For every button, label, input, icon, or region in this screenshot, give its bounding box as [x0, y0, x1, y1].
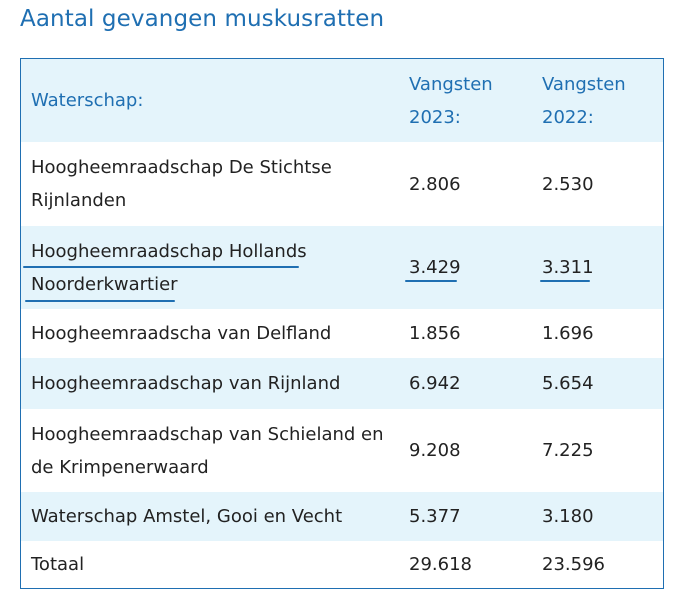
total-2022-cell: 23.596	[542, 554, 605, 575]
table-row: Waterschap Amstel, Gooi en Vecht 5.377 3…	[21, 492, 663, 541]
vangsten-2023-cell: 9.208	[409, 440, 461, 461]
waterschap-cell: Hoogheemraadschap van Schieland en de Kr…	[31, 423, 384, 478]
table-row: Hoogheemraadschap van Schieland en de Kr…	[21, 409, 663, 492]
vangsten-2022-cell: 3.311	[542, 257, 594, 278]
highlight-underline-name-line2	[25, 300, 175, 302]
highlight-underline-2022	[540, 280, 590, 282]
highlight-underline-name-line1	[23, 266, 299, 268]
vangsten-2022-cell: 7.225	[542, 440, 594, 461]
total-label: Totaal	[31, 554, 85, 575]
waterschap-cell: Hoogheemraadschap De Stichtse Rijnlanden	[31, 157, 332, 211]
table-row: Hoogheemraadscha van Delfland 1.856 1.69…	[21, 309, 663, 358]
header-vangsten-2023: Vangsten 2023:	[409, 73, 493, 128]
header-vangsten-2022: Vangsten 2022:	[542, 73, 626, 128]
vangsten-2023-cell: 2.806	[409, 173, 461, 195]
total-2023-cell: 29.618	[409, 554, 472, 575]
header-waterschap: Waterschap:	[31, 90, 144, 111]
muskrat-catch-table: Waterschap: Vangsten 2023: Vangsten 2022…	[20, 58, 664, 589]
waterschap-cell: Hoogheemraadscha van Delfland	[31, 323, 332, 344]
vangsten-2023-cell: 5.377	[409, 506, 461, 527]
vangsten-2022-cell: 2.530	[542, 173, 594, 195]
waterschap-cell: Hoogheemraadschap Hollands Noorderkwarti…	[31, 240, 307, 295]
table-row: Hoogheemraadschap van Rijnland 6.942 5.6…	[21, 358, 663, 409]
vangsten-2023-cell: 3.429	[409, 257, 461, 278]
highlight-underline-2023	[405, 280, 457, 282]
table-header-row: Waterschap: Vangsten 2023: Vangsten 2022…	[21, 59, 663, 142]
vangsten-2022-cell: 1.696	[542, 323, 594, 344]
vangsten-2023-cell: 6.942	[409, 373, 461, 394]
waterschap-cell: Waterschap Amstel, Gooi en Vecht	[31, 506, 343, 527]
vangsten-2022-cell: 3.180	[542, 506, 594, 527]
page-title: Aantal gevangen muskusratten	[20, 6, 385, 32]
vangsten-2022-cell: 5.654	[542, 373, 594, 394]
table-total-row: Totaal 29.618 23.596	[21, 541, 663, 588]
table-row: Hoogheemraadschap De Stichtse Rijnlanden…	[21, 142, 663, 226]
table-row-highlighted: Hoogheemraadschap Hollands Noorderkwarti…	[21, 226, 663, 309]
vangsten-2023-cell: 1.856	[409, 323, 461, 344]
waterschap-cell: Hoogheemraadschap van Rijnland	[31, 373, 341, 394]
